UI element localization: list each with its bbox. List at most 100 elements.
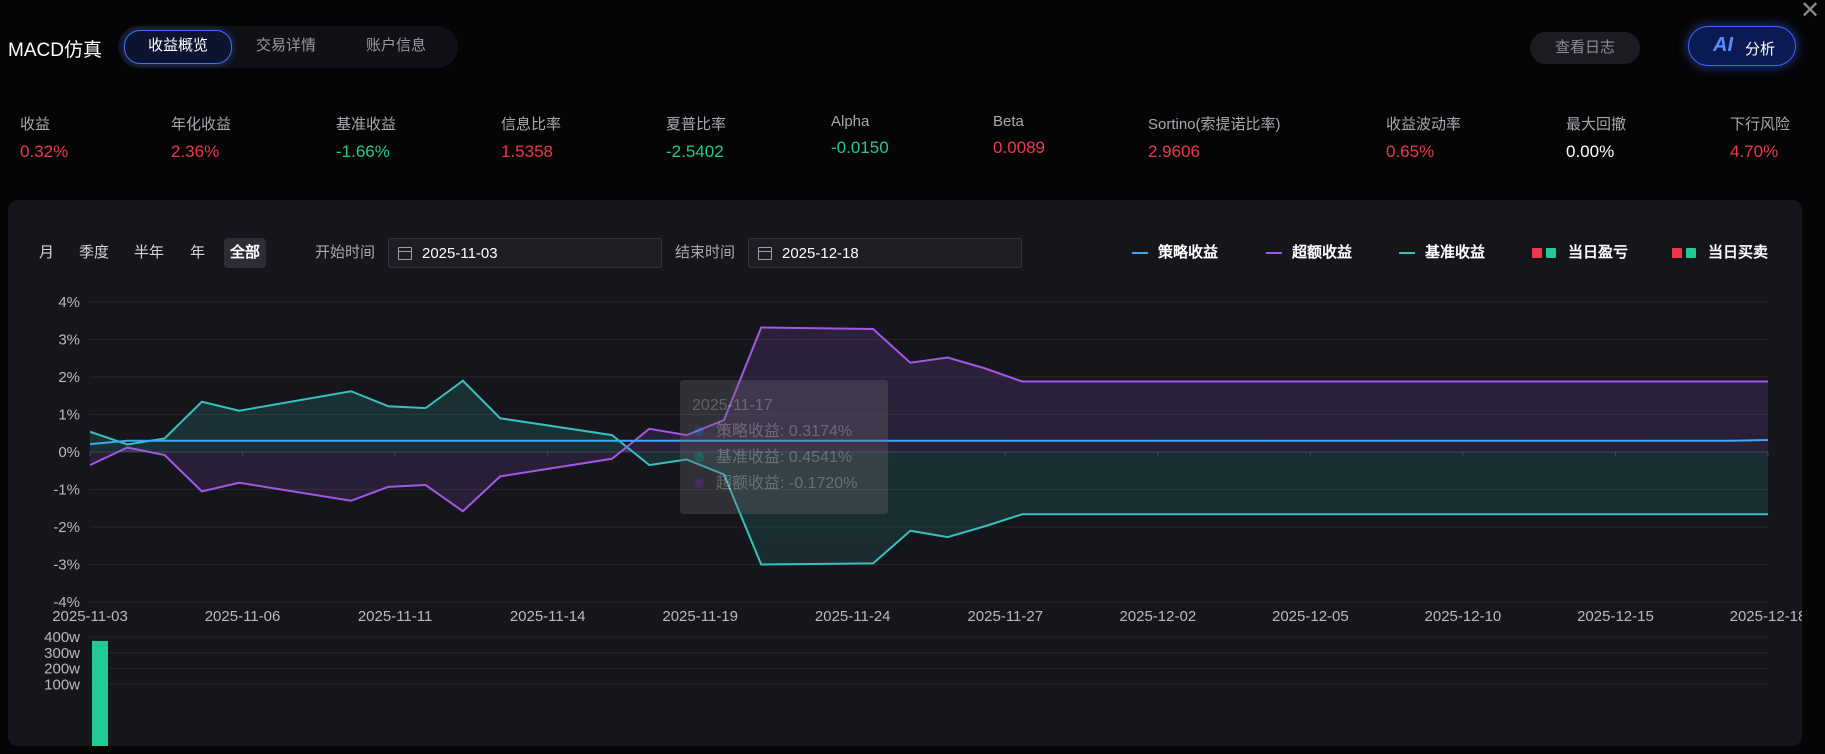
metric-value: 1.5358 (501, 142, 553, 161)
legend-square-down (1546, 248, 1556, 258)
ai-icon: AI (1713, 34, 1733, 56)
metric-downside-risk: 下行风险 4.70% (1730, 113, 1790, 162)
tab-account-info[interactable]: 账户信息 (365, 37, 426, 54)
metric-value: -1.66% (336, 142, 390, 161)
metric-annual-return: 年化收益 2.36% (171, 113, 231, 162)
y-tick-label: 1% (58, 407, 80, 424)
tab-overview[interactable]: 收益概览 (124, 30, 232, 64)
y-tick-label: -2% (53, 519, 80, 536)
bar-y-tick-label: 300w (44, 645, 80, 662)
tooltip-row: 超额收益: -0.1720% (716, 474, 857, 492)
x-tick-label: 2025-12-18 (1730, 608, 1802, 625)
y-tick-label: -3% (53, 557, 80, 574)
metric-return: 收益 0.32% (20, 113, 68, 162)
tooltip-dot (694, 452, 705, 462)
tooltip-row: 基准收益: 0.4541% (716, 448, 852, 466)
start-date-value: 2025-11-03 (422, 245, 498, 262)
legend-square-up (1672, 248, 1682, 258)
chart-panel: 月 季度 半年 年 全部 开始时间 2025-11-03 结束时间 2025-1… (8, 200, 1802, 746)
y-tick-label: -4% (53, 594, 80, 611)
x-tick-label: 2025-12-05 (1272, 608, 1349, 625)
legend-label: 当日买卖 (1708, 244, 1769, 261)
period-year[interactable]: 年 (190, 244, 206, 261)
metric-beta: Beta 0.0089 (993, 113, 1045, 158)
metric-volatility: 收益波动率 0.65% (1386, 113, 1461, 162)
excess-area (90, 327, 1768, 512)
tooltip-date: 2025-11-17 (692, 397, 773, 414)
y-tick-label: -1% (53, 482, 80, 499)
series-line-benchmark (89, 379, 1768, 566)
legend-daily-pnl[interactable]: 当日盈亏 (1532, 238, 1628, 268)
metric-label: 收益波动率 (1386, 116, 1462, 133)
bar-y-tick-label: 100w (44, 676, 80, 693)
calendar-icon (398, 247, 412, 260)
x-tick-label: 2025-11-14 (510, 608, 586, 625)
metric-label: Beta (993, 113, 1024, 130)
metric-label: 收益 (20, 116, 51, 133)
x-tick-label: 2025-11-06 (205, 608, 281, 625)
metric-benchmark-return: 基准收益 -1.66% (336, 113, 396, 162)
metric-label: Alpha (831, 113, 870, 130)
x-tick-label: 2025-11-24 (815, 608, 891, 625)
tooltip-dot (694, 478, 705, 488)
start-date-label: 开始时间 (315, 244, 376, 261)
metric-value: 0.32% (20, 142, 69, 161)
metric-alpha: Alpha -0.0150 (831, 113, 889, 158)
x-tick-label: 2025-11-11 (358, 608, 433, 625)
start-date-input[interactable]: 2025-11-03 (388, 238, 662, 268)
metric-information-ratio: 信息比率 1.5358 (501, 113, 561, 162)
chart-tooltip: 2025-11-17 策略收益: 0.3174% 基准收益: 0.4541% 超额收益… (680, 380, 889, 514)
legend-strategy[interactable]: 策略收益 (1132, 238, 1218, 268)
period-half-year[interactable]: 半年 (134, 244, 165, 261)
period-all[interactable]: 全部 (224, 238, 267, 268)
returns-chart[interactable]: 4% 3% 2% 1% 0% -1% -2% -3% -4%2025-11-03 2025-11-… (8, 280, 1802, 746)
y-tick-label: 0% (58, 444, 80, 461)
benchmark-area (90, 380, 1768, 565)
metric-label: 最大回撤 (1566, 116, 1627, 133)
bar-y-tick-label: 200w (44, 661, 80, 678)
x-tick-label: 2025-11-19 (662, 608, 738, 625)
legend-label: 基准收益 (1425, 244, 1486, 261)
close-icon[interactable]: ✕ (1800, 0, 1821, 24)
y-tick-label: 3% (58, 332, 80, 349)
view-log-button[interactable]: 查看日志 (1530, 32, 1640, 64)
ai-analysis-button[interactable]: AI 分析 (1688, 26, 1796, 66)
metric-value: -2.5402 (666, 142, 724, 161)
y-tick-label: 4% (58, 294, 80, 311)
metric-label: 年化收益 (171, 116, 232, 133)
metric-sharpe-ratio: 夏普比率 -2.5402 (666, 113, 726, 162)
tooltip-box (680, 380, 889, 514)
legend-line-strategy (1132, 252, 1148, 254)
legend-daily-trades[interactable]: 当日买卖 (1672, 238, 1768, 268)
legend-square-up (1532, 248, 1542, 258)
series-line-strategy (89, 439, 1769, 446)
legend-benchmark[interactable]: 基准收益 (1399, 238, 1485, 268)
tooltip-row: 策略收益: 0.3174% (716, 422, 852, 440)
legend-excess[interactable]: 超额收益 (1266, 238, 1352, 268)
ai-analysis-label: 分析 (1745, 41, 1776, 58)
metric-label: 夏普比率 (666, 116, 727, 133)
end-date-label: 结束时间 (675, 244, 736, 261)
tooltip-dot (694, 426, 705, 436)
metric-label: 下行风险 (1730, 116, 1791, 133)
bar-y-tick-label: 400w (44, 629, 80, 646)
metric-label: 信息比率 (501, 116, 562, 133)
app-title: MACD仿真 (8, 40, 102, 61)
x-tick-label: 2025-12-10 (1425, 608, 1502, 625)
legend-label: 策略收益 (1158, 244, 1219, 261)
period-month[interactable]: 月 (39, 244, 55, 261)
metric-value: 0.0089 (993, 138, 1045, 157)
x-tick-label: 2025-12-15 (1577, 608, 1654, 625)
metric-value: 4.70% (1730, 142, 1779, 161)
tab-trade-details[interactable]: 交易详情 (255, 37, 316, 54)
legend-square-down (1686, 248, 1696, 258)
series-line-excess (89, 326, 1768, 513)
metric-label: 基准收益 (336, 116, 397, 133)
end-date-input[interactable]: 2025-12-18 (748, 238, 1022, 268)
metric-value: 0.00% (1566, 142, 1615, 161)
metric-value: 0.65% (1386, 142, 1435, 161)
x-tick-label: 2025-11-03 (52, 608, 128, 625)
period-quarter[interactable]: 季度 (79, 244, 110, 261)
tab-bar: 收益概览 交易详情 账户信息 (118, 26, 458, 68)
